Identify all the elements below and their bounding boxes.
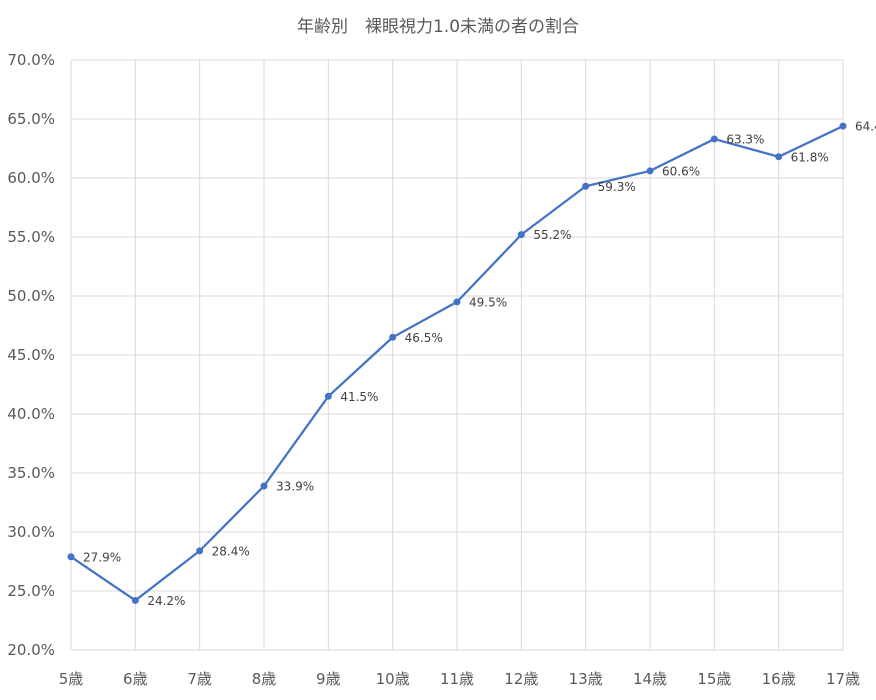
data-point [196, 547, 204, 555]
data-point [389, 333, 397, 341]
y-tick-label: 55.0% [7, 228, 55, 246]
y-tick-label: 65.0% [7, 110, 55, 128]
y-tick-label: 20.0% [7, 641, 55, 659]
x-tick-label: 6歳 [123, 670, 148, 688]
data-point [710, 135, 718, 143]
data-point [839, 122, 847, 130]
data-label: 60.6% [662, 164, 700, 178]
y-tick-label: 35.0% [7, 464, 55, 482]
data-label: 63.3% [726, 133, 764, 147]
y-tick-label: 40.0% [7, 405, 55, 423]
data-label: 27.9% [83, 550, 121, 564]
data-point [131, 596, 139, 604]
data-point [324, 392, 332, 400]
x-tick-label: 7歳 [187, 670, 212, 688]
x-tick-label: 16歳 [762, 670, 796, 688]
y-tick-label: 30.0% [7, 523, 55, 541]
data-point [517, 231, 525, 239]
y-tick-label: 45.0% [7, 346, 55, 364]
data-label: 41.5% [340, 390, 378, 404]
data-point [453, 298, 461, 306]
data-point [67, 553, 75, 561]
y-tick-label: 50.0% [7, 287, 55, 305]
data-label: 24.2% [147, 594, 185, 608]
x-tick-label: 11歳 [440, 670, 474, 688]
x-tick-label: 8歳 [252, 670, 277, 688]
y-tick-label: 70.0% [7, 51, 55, 69]
x-tick-label: 15歳 [697, 670, 731, 688]
y-tick-label: 25.0% [7, 582, 55, 600]
y-tick-label: 60.0% [7, 169, 55, 187]
data-label: 64.4% [855, 120, 876, 134]
x-tick-label: 9歳 [316, 670, 341, 688]
x-tick-label: 17歳 [826, 670, 860, 688]
data-label: 59.3% [598, 180, 636, 194]
data-point [260, 482, 268, 490]
data-label: 28.4% [212, 544, 250, 558]
data-point [775, 153, 783, 161]
data-label: 49.5% [469, 295, 507, 309]
data-point [582, 182, 590, 190]
x-tick-label: 14歳 [633, 670, 667, 688]
data-label: 55.2% [533, 228, 571, 242]
data-label: 33.9% [276, 479, 314, 493]
x-tick-label: 13歳 [569, 670, 603, 688]
chart-title: 年齢別 裸眼視力1.0未満の者の割合 [296, 17, 580, 37]
x-tick-label: 12歳 [504, 670, 538, 688]
x-tick-label: 5歳 [59, 670, 84, 688]
data-label: 46.5% [405, 331, 443, 345]
x-tick-label: 10歳 [376, 670, 410, 688]
data-label: 61.8% [791, 150, 829, 164]
data-point [646, 167, 654, 175]
